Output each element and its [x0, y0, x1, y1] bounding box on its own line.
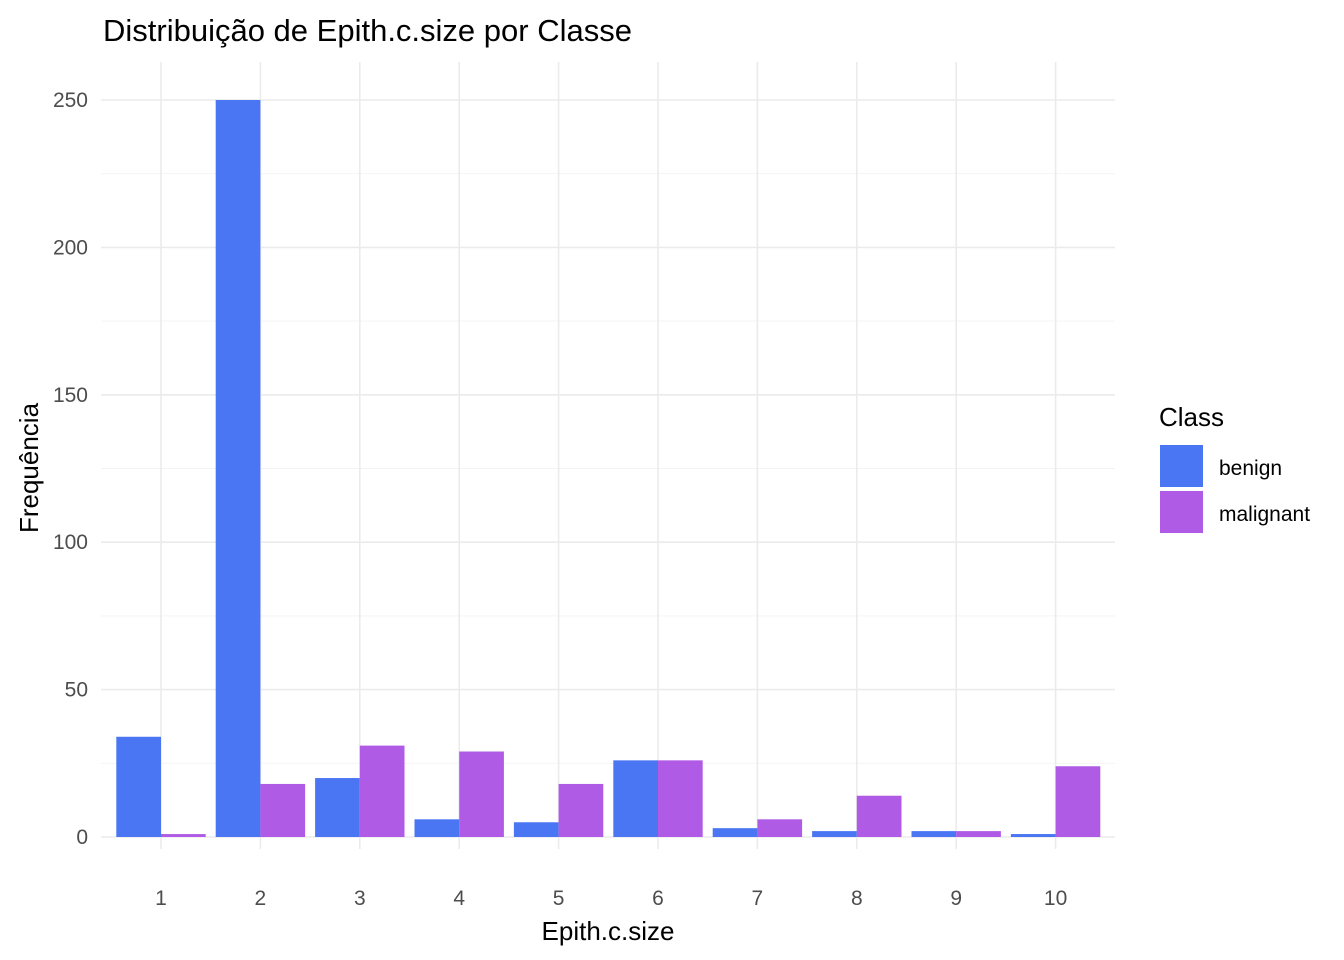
bar-benign-7: [712, 828, 758, 837]
bar-benign-6: [613, 760, 658, 837]
bar-malignant-8: [856, 795, 902, 837]
bar-benign-1: [116, 736, 161, 837]
x-tick-label: 6: [652, 887, 664, 910]
bar-malignant-5: [558, 783, 604, 837]
y-tick-label: 100: [53, 531, 88, 554]
legend-label-benign: benign: [1219, 457, 1282, 480]
y-tick-labels: 0 50 100 150 200 250: [53, 89, 88, 849]
bar-malignant-10: [1055, 766, 1101, 837]
legend-label-malignant: malignant: [1219, 503, 1310, 526]
bar-benign-3: [315, 778, 360, 837]
bar-benign-8: [812, 831, 857, 837]
bar-malignant-9: [956, 831, 1001, 837]
chart-title: Distribuição de Epith.c.size por Classe: [103, 13, 632, 48]
x-tick-label: 7: [752, 887, 764, 910]
bar-benign-9: [911, 831, 957, 837]
bar-benign-4: [414, 819, 460, 837]
y-tick-label: 0: [76, 826, 88, 849]
bar-benign-5: [513, 822, 559, 837]
x-tick-label: 5: [553, 887, 565, 910]
bars: [116, 100, 1101, 837]
bar-malignant-3: [359, 745, 405, 837]
legend-swatch-benign: [1160, 445, 1203, 487]
y-tick-label: 250: [53, 89, 88, 112]
x-tick-label: 8: [851, 887, 863, 910]
bar-benign-10: [1010, 834, 1056, 837]
x-tick-label: 4: [453, 887, 465, 910]
x-tick-label: 3: [354, 887, 366, 910]
bar-malignant-4: [459, 751, 504, 837]
x-tick-label: 2: [255, 887, 267, 910]
x-tick-label: 10: [1044, 887, 1067, 910]
bar-malignant-7: [757, 819, 803, 837]
x-tick-labels: 1 2 3 4 5 6 7 8 9 10: [155, 887, 1067, 910]
x-tick-label: 1: [155, 887, 167, 910]
bar-malignant-1: [161, 834, 206, 837]
bar-malignant-2: [260, 783, 306, 837]
y-axis-title: Frequência: [14, 402, 44, 533]
y-tick-label: 200: [53, 236, 88, 259]
bar-benign-2: [215, 100, 261, 837]
x-tick-label: 9: [950, 887, 962, 910]
y-tick-label: 50: [65, 679, 88, 702]
legend-title: Class: [1159, 402, 1224, 432]
x-axis-title: Epith.c.size: [542, 916, 675, 946]
legend-swatch-malignant: [1160, 491, 1203, 533]
legend: Class benign malignant: [1159, 402, 1310, 533]
y-tick-label: 150: [53, 384, 88, 407]
bar-malignant-6: [658, 760, 703, 837]
